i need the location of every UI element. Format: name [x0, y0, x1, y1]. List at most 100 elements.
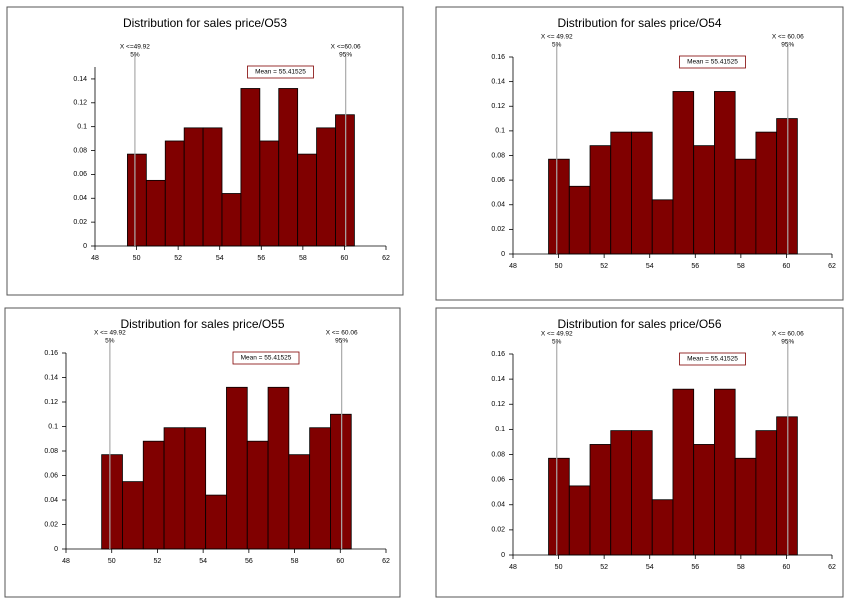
percentile-label: X <= 49.92 [94, 330, 126, 337]
x-tick-label: 56 [691, 564, 699, 571]
y-tick-label: 0.06 [73, 171, 87, 178]
histogram-bar [755, 430, 778, 556]
mean-label: Mean = 55.41525 [687, 356, 738, 363]
x-tick-label: 52 [600, 564, 608, 571]
y-tick-label: 0.04 [491, 502, 505, 509]
chart-panel: Distribution for sales price/O53 0 0.02 0.0… [6, 6, 404, 296]
percentile-note: 5% [552, 42, 562, 49]
histogram-bar [776, 416, 798, 556]
histogram-bar [122, 481, 144, 550]
mean-box [679, 352, 746, 366]
x-tick-label: 60 [341, 255, 349, 262]
histogram-bar [589, 444, 612, 556]
chart-panel: Distribution for sales price/O54 0 0.02 0.0… [435, 6, 844, 301]
x-tick-label: 50 [555, 564, 563, 571]
x-tick-label: 56 [245, 558, 253, 565]
y-tick-label: 0.02 [491, 226, 505, 233]
x-tick-label: 62 [382, 255, 390, 262]
x-tick-label: 48 [509, 263, 517, 270]
percentile-note: 5% [105, 338, 115, 345]
mean-box [232, 351, 300, 365]
x-tick-label: 50 [108, 558, 116, 565]
y-tick-label: 0.1 [495, 426, 505, 433]
histogram-bar [755, 131, 778, 255]
y-tick-label: 0.08 [73, 147, 87, 154]
histogram-bar [631, 131, 653, 255]
y-tick-label: 0 [54, 546, 58, 553]
percentile-label: X <= 60.06 [772, 34, 804, 41]
x-tick-label: 58 [737, 564, 745, 571]
histogram-bar [202, 127, 223, 247]
percentile-label: X <= 60.06 [326, 330, 358, 337]
histogram-bar [101, 454, 123, 550]
histogram-bar [610, 131, 632, 255]
histogram-bar [672, 91, 695, 255]
percentile-note: 95% [335, 338, 348, 345]
mean-label: Mean = 55.41525 [255, 69, 306, 76]
mean-box [679, 55, 746, 69]
histogram-bar [309, 427, 331, 550]
chart-panel: Distribution for sales price/O56 0 0.02 0.0… [435, 307, 844, 598]
histogram-bar [316, 127, 336, 247]
histogram-bar [693, 444, 715, 556]
y-tick-label: 0.12 [44, 399, 58, 406]
histogram-bar [548, 457, 570, 556]
percentile-note: 5% [552, 339, 562, 346]
histogram-bar [693, 145, 715, 255]
histogram-bar [127, 153, 147, 247]
chart-title: Distribution for sales price/O54 [557, 16, 721, 30]
x-tick-label: 60 [336, 558, 344, 565]
percentile-note: 5% [130, 52, 140, 59]
percentile-note: 95% [339, 52, 352, 59]
percentile-label: X <= 60.06 [772, 331, 804, 338]
percentile-note: 95% [781, 42, 794, 49]
x-tick-label: 58 [291, 558, 299, 565]
histogram-bar [651, 199, 674, 255]
x-tick-label: 62 [828, 263, 836, 270]
x-tick-label: 60 [783, 564, 791, 571]
y-tick-label: 0.14 [73, 76, 87, 83]
mean-label: Mean = 55.41525 [241, 355, 292, 362]
x-tick-label: 62 [382, 558, 390, 565]
histogram-bar [568, 485, 591, 556]
chart-title: Distribution for sales price/O56 [557, 317, 721, 331]
histogram-bar [714, 388, 736, 556]
histogram-bar [240, 88, 261, 247]
histogram-bar [183, 127, 204, 247]
x-tick-label: 48 [91, 255, 99, 262]
x-tick-label: 56 [257, 255, 265, 262]
percentile-label: X <=49.92 [120, 44, 150, 51]
y-tick-label: 0.1 [48, 423, 58, 430]
histogram-bar [548, 158, 570, 255]
y-tick-label: 0.1 [495, 128, 505, 135]
x-tick-label: 50 [555, 263, 563, 270]
chart-title: Distribution for sales price/O55 [120, 317, 284, 331]
y-tick-label: 0.06 [491, 476, 505, 483]
histogram-bar [164, 140, 185, 247]
histogram-bar [734, 457, 757, 556]
y-tick-label: 0.08 [491, 451, 505, 458]
histogram-bar [568, 185, 591, 255]
y-tick-label: 0.14 [491, 376, 505, 383]
histogram-bar [776, 118, 798, 255]
mean-box [247, 65, 314, 79]
histogram-bar [142, 440, 165, 550]
y-tick-label: 0.08 [491, 152, 505, 159]
histogram-bar [205, 494, 227, 550]
x-tick-label: 54 [216, 255, 224, 262]
histogram-bar [246, 440, 269, 550]
x-tick-label: 52 [600, 263, 608, 270]
y-tick-label: 0.04 [73, 195, 87, 202]
x-tick-label: 54 [646, 564, 654, 571]
chart-panel: Distribution for sales price/O55 0 0.02 0.0… [4, 307, 401, 598]
histogram-bar [145, 179, 166, 247]
histogram-bar [226, 386, 248, 550]
percentile-label: X <= 49.92 [541, 34, 573, 41]
y-tick-label: 0.1 [77, 124, 87, 131]
histogram-bar [734, 158, 757, 255]
histogram-bar [330, 413, 352, 550]
chart-title: Distribution for sales price/O53 [123, 16, 287, 30]
y-tick-label: 0.06 [491, 177, 505, 184]
histogram-bar [335, 114, 355, 247]
